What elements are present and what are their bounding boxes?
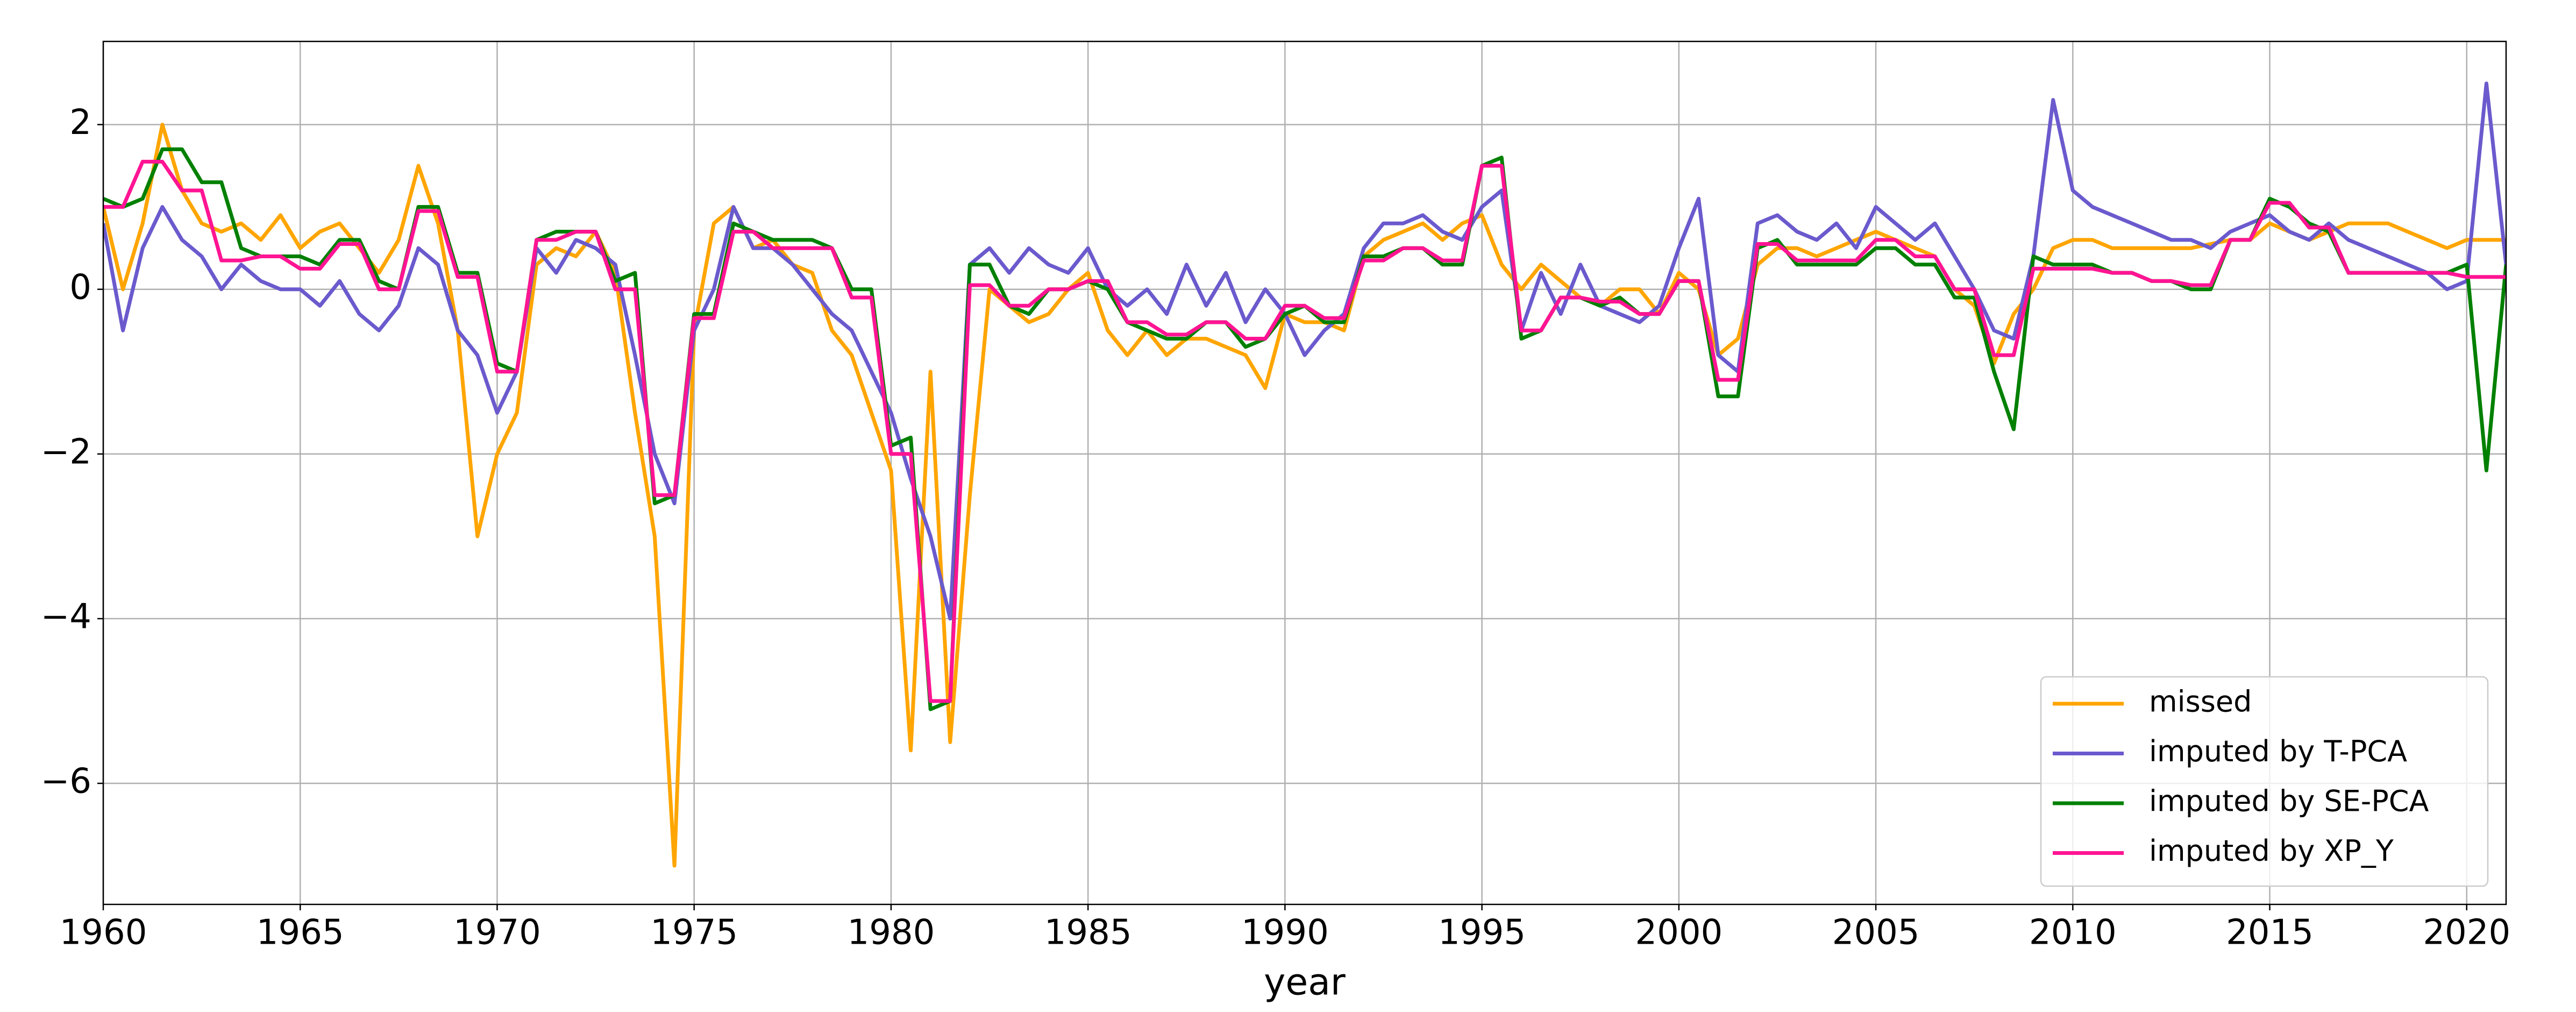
- x-tick-label: 1995: [1438, 913, 1526, 953]
- x-tick-label: 2015: [2226, 913, 2314, 953]
- x-tick-label: 1970: [453, 913, 541, 953]
- x-tick-label: 2005: [1832, 913, 1920, 953]
- x-tick-label: 1965: [257, 913, 344, 953]
- series-line: [103, 123, 2506, 868]
- legend-label: imputed by XP_Y: [2149, 834, 2394, 868]
- y-tick-label: −2: [41, 432, 91, 472]
- y-tick-label: 0: [69, 267, 91, 307]
- y-tick-label: 2: [69, 103, 91, 143]
- y-tick-label: −4: [41, 597, 91, 636]
- x-tick-label: 1990: [1241, 913, 1329, 953]
- x-tick-label: 1980: [847, 913, 935, 953]
- x-tick-label: 2000: [1635, 913, 1723, 953]
- legend-box: [2040, 676, 2489, 887]
- x-tick-label: 2010: [2029, 913, 2117, 953]
- x-axis-label: year: [1264, 961, 1346, 1004]
- legend-label: imputed by SE-PCA: [2149, 784, 2429, 818]
- x-tick-label: 2020: [2423, 913, 2510, 953]
- x-tick-label: 1975: [650, 913, 738, 953]
- legend-label: missed: [2149, 685, 2252, 719]
- series-line: [103, 147, 2506, 711]
- series-line: [103, 81, 2506, 621]
- legend-label: imputed by T-PCA: [2149, 734, 2407, 768]
- x-tick-label: 1960: [60, 913, 147, 953]
- x-tick-label: 1985: [1044, 913, 1132, 953]
- y-tick-label: −6: [41, 762, 91, 802]
- legend: missed imputed by T-PCA imputed by SE-PCA i…: [2040, 676, 2489, 887]
- series-line: [103, 160, 2506, 703]
- plot-frame: [102, 40, 2507, 905]
